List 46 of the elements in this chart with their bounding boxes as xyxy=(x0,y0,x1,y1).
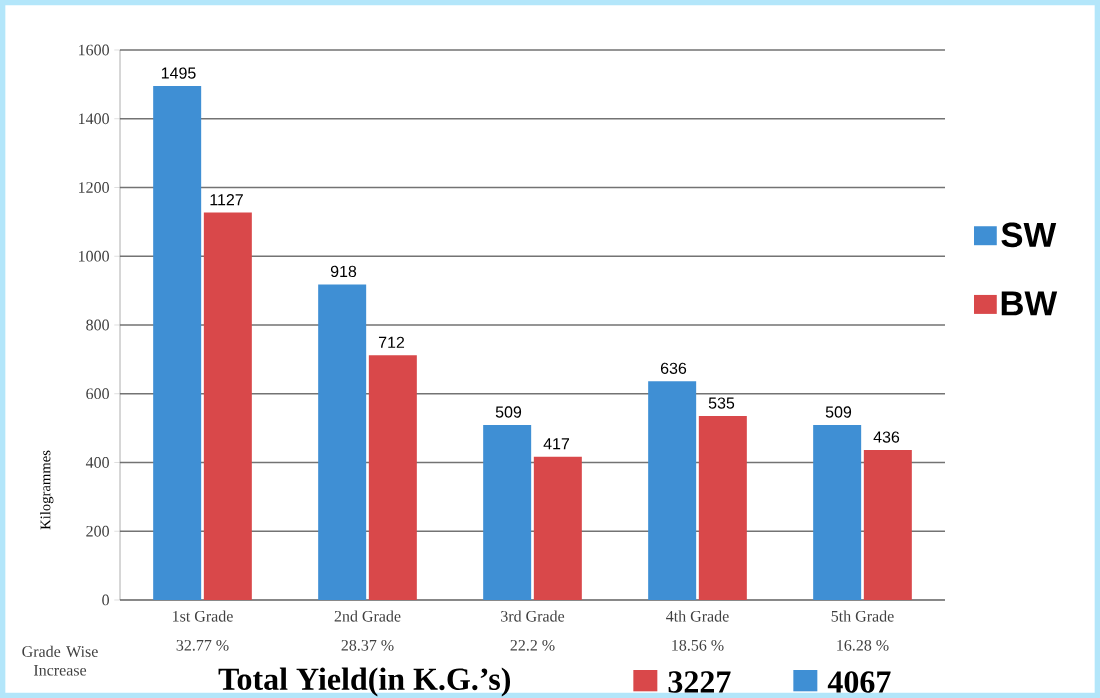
bar xyxy=(368,355,417,600)
text: 28.37 % xyxy=(341,639,394,651)
data-label: 636 xyxy=(660,362,687,374)
y-tick-label: 600 xyxy=(86,388,109,400)
y-tick-label: 800 xyxy=(86,319,109,331)
y-tick-label: 400 xyxy=(85,457,109,468)
y-tick-label: 1000 xyxy=(79,250,109,262)
bar xyxy=(483,425,532,600)
y-tick-label: 200 xyxy=(86,525,109,537)
text: 4067 xyxy=(827,671,891,693)
bar xyxy=(318,284,367,600)
data-label: 712 xyxy=(378,336,405,348)
bar xyxy=(153,86,202,600)
text: 22.2 % xyxy=(510,639,555,651)
data-label: 417 xyxy=(543,438,570,450)
y-axis-title: Kilogrammes xyxy=(40,450,54,530)
data-label: 509 xyxy=(495,406,522,418)
data-label: 509 xyxy=(825,406,852,418)
x-tick-label: 3rd Grade xyxy=(501,610,565,622)
bar xyxy=(863,450,912,600)
data-label: 1127 xyxy=(210,194,243,206)
bar xyxy=(533,456,582,600)
y-tick-label: 1200 xyxy=(79,182,109,193)
text: 3227 xyxy=(668,671,731,693)
data-label: 436 xyxy=(873,431,900,443)
legend-label: BW xyxy=(1001,291,1058,316)
x-tick-label: 5th Grade xyxy=(831,610,894,622)
x-tick-label: 2nd Grade xyxy=(334,610,401,622)
text: 18.56 % xyxy=(672,639,724,651)
bar xyxy=(813,425,862,600)
bar xyxy=(698,416,747,600)
x-tick-label: 4th Grade xyxy=(666,610,729,622)
y-tick-label: 0 xyxy=(102,594,109,606)
y-tick-label: 1400 xyxy=(79,113,109,125)
bar xyxy=(203,212,252,600)
data-label: 918 xyxy=(330,265,357,278)
data-label: 1495 xyxy=(161,67,196,79)
text: Total Yield(in K.G.’s) xyxy=(218,667,511,697)
text: Grade Wise Increase xyxy=(22,645,98,676)
x-tick-label: 1st Grade xyxy=(173,610,233,622)
bar xyxy=(648,381,697,600)
text: 32.77 % xyxy=(176,639,229,651)
text: 16.28 % xyxy=(837,639,889,651)
y-tick-label: 1600 xyxy=(79,44,109,56)
legend-label: SW xyxy=(1001,222,1057,248)
data-label: 535 xyxy=(708,397,735,409)
